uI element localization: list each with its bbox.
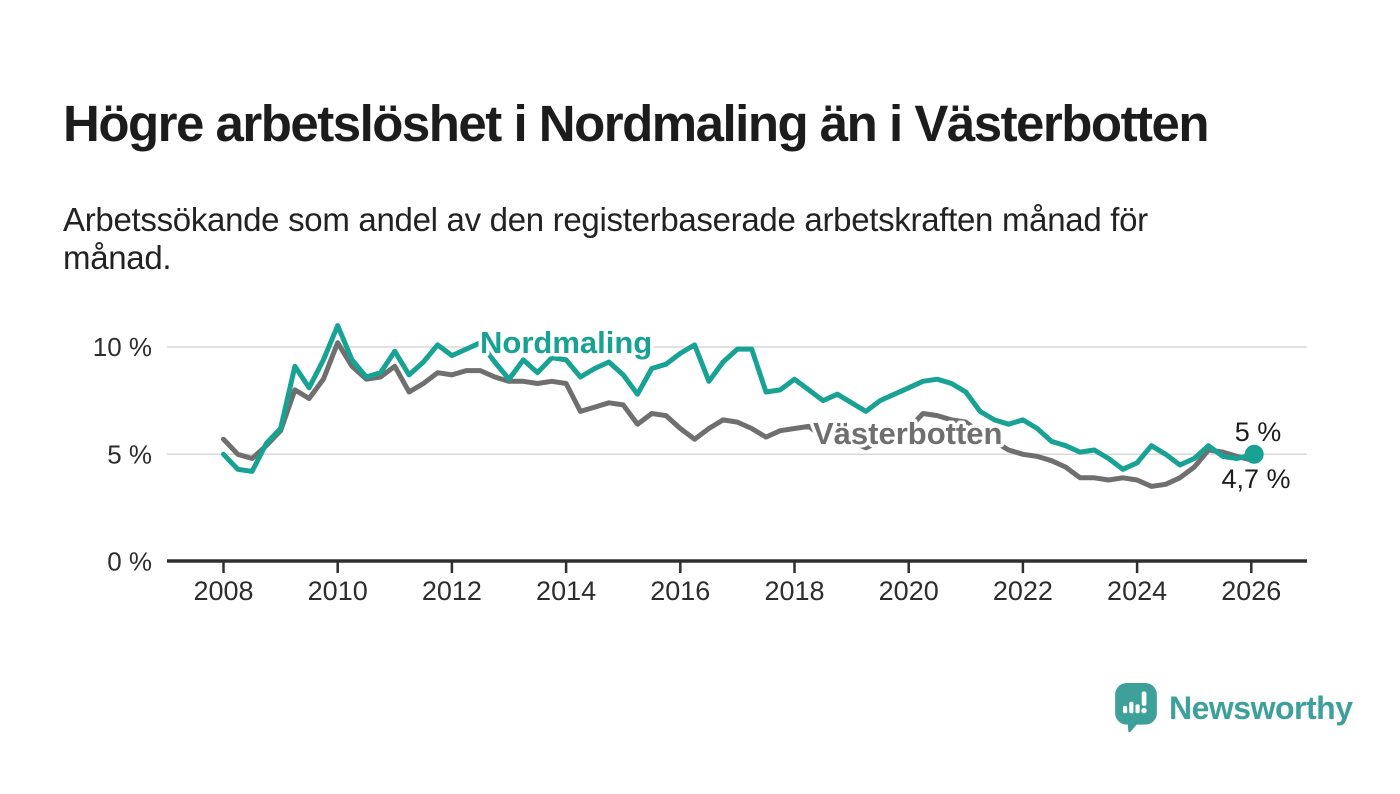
series-line-nordmaling <box>221 323 1257 474</box>
x-tick-label: 2012 <box>422 576 482 606</box>
x-tick-label: 2010 <box>308 576 368 606</box>
chart-subtitle-line2: månad. <box>63 239 172 276</box>
x-tick-label: 2014 <box>536 576 596 606</box>
newsworthy-logo: Newsworthy <box>1115 683 1353 733</box>
x-axis-ticks: 2008 2010 2012 2014 2016 2018 2020 2022 2024 2026 <box>193 561 1281 606</box>
x-tick-label: 2016 <box>650 576 710 606</box>
end-value-label-nordmaling: 5 % <box>1235 417 1282 447</box>
y-tick-label: 10 % <box>93 332 152 362</box>
x-tick-label: 2020 <box>879 576 939 606</box>
x-tick-label: 2024 <box>1107 576 1167 606</box>
newsworthy-logo-icon <box>1115 683 1157 733</box>
x-tick-label: 2008 <box>193 576 253 606</box>
y-tick-label: 0 % <box>107 547 152 577</box>
series-label-vasterbotten: Västerbotten <box>813 416 1002 451</box>
series-line-vasterbotten <box>221 340 1257 489</box>
chart-title: Högre arbetslöshet i Nordmaling än i Väs… <box>63 95 1210 153</box>
chart-subtitle: Arbetssökande som andel av den registerb… <box>63 201 1148 277</box>
end-value-label-vasterbotten: 4,7 % <box>1221 464 1290 494</box>
x-tick-label: 2026 <box>1221 576 1281 606</box>
x-tick-label: 2022 <box>993 576 1053 606</box>
y-tick-label: 5 % <box>107 439 152 469</box>
series-end-dot-nordmaling <box>1244 444 1264 464</box>
series-label-nordmaling: Nordmaling <box>480 325 652 360</box>
gridlines: 0 % 5 % 10 % <box>93 332 1307 577</box>
x-tick-label: 2018 <box>764 576 824 606</box>
chart-subtitle-line1: Arbetssökande som andel av den registerb… <box>63 201 1148 238</box>
newsworthy-logo-text: Newsworthy <box>1169 689 1353 726</box>
